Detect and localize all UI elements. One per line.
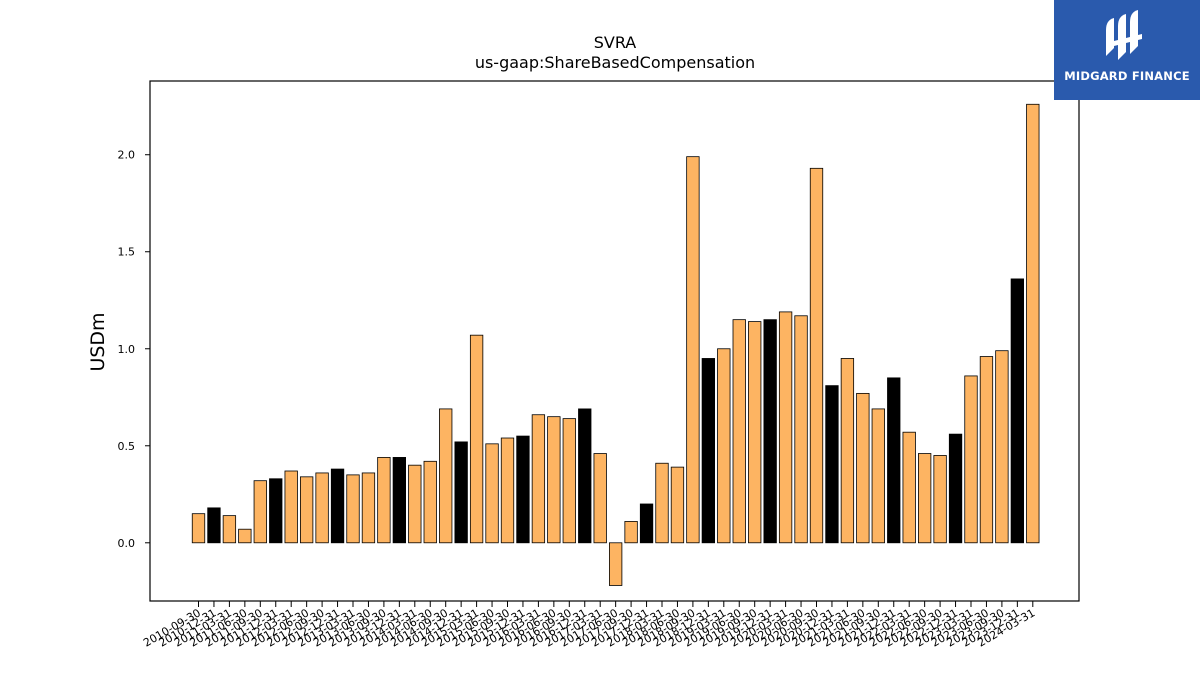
bar-2016-09-30 [562,418,576,544]
bar-2013-06-30 [361,472,376,544]
bar-2022-09-30 [933,455,947,544]
bar-2012-06-30 [299,476,314,544]
bar-2014-09-30 [439,408,453,544]
bar-2017-09-30 [624,521,638,544]
midgard-logo-text: MIDGARD FINANCE [1064,69,1190,83]
bar-2018-06-30 [670,466,685,544]
bar-2020-09-30 [809,167,824,544]
bar-2013-09-30 [377,457,391,544]
bar-2020-12-31 [825,385,839,544]
bar-2016-06-30 [547,416,561,544]
bar-2014-06-30 [423,460,437,544]
bar-2021-12-31 [887,377,901,544]
bar-2020-06-30 [794,315,808,544]
y-tick-label: 0.5 [118,440,136,453]
bar-2019-09-30 [748,321,762,544]
bar-2014-12-31 [454,441,468,544]
bar-2024-03-31 [1026,103,1040,544]
bar-2013-12-31 [392,457,407,544]
bar-2017-12-31 [639,503,654,544]
bar-2010-09-30 [191,513,206,544]
bar-2022-03-31 [902,431,916,544]
bar-2019-06-30 [732,319,746,544]
bar-2016-03-31 [531,414,546,544]
y-axis-label: USDm [87,312,109,371]
bar-2012-12-31 [330,468,345,544]
bar-2023-06-30 [979,356,994,544]
bar-2015-06-30 [485,443,499,544]
bar-2021-06-30 [856,392,870,544]
bar-2013-03-31 [346,474,360,544]
bar-2014-03-31 [408,464,422,544]
bar-2023-03-31 [964,375,978,544]
bar-2019-03-31 [717,348,731,544]
bar-2011-12-31 [269,478,283,544]
y-tick-label: 2.0 [118,149,136,162]
bar-2018-09-30 [686,156,700,544]
bar-2022-06-30 [918,453,932,544]
bar-2017-06-30 [609,542,623,586]
bar-2015-12-31 [516,435,530,544]
midgard-logo-icon [1106,10,1142,60]
y-tick-label: 1.5 [118,246,136,259]
bar-2011-06-30 [238,528,252,544]
bar-2015-03-31 [469,334,484,544]
bar-2018-12-31 [701,358,715,544]
bar-2020-03-31 [778,311,793,544]
y-tick-label: 1.0 [118,343,136,356]
bar-2022-12-31 [948,433,963,544]
bar-2017-03-31 [593,453,607,544]
chart-title: SVRA [594,33,637,52]
bar-2021-03-31 [840,358,855,544]
bar-2019-12-31 [763,319,777,544]
midgard-logo: MIDGARD FINANCE [1054,0,1200,100]
chart-subtitle: us-gaap:ShareBasedCompensation [475,53,755,72]
bar-2023-09-30 [995,350,1009,544]
bar-2023-12-31 [1010,278,1024,544]
x-axis-ticks: 2010-09-302010-12-312011-03-312011-06-30… [141,601,1037,650]
bar-2016-12-31 [578,408,592,544]
bar-2011-09-30 [253,480,267,544]
bar-2012-03-31 [284,470,298,544]
bar-2015-09-30 [500,437,515,544]
y-tick-label: 0.0 [118,537,136,550]
bar-2011-03-31 [222,515,237,544]
bars-group [191,103,1040,586]
bar-2021-09-30 [871,408,885,544]
y-axis-ticks: 0.0 0.5 1.0 1.5 2.0 [118,149,150,550]
plot-frame [149,80,1080,602]
bar-2012-09-30 [315,472,329,544]
bar-2010-12-31 [207,507,221,544]
bar-2018-03-31 [655,462,669,544]
